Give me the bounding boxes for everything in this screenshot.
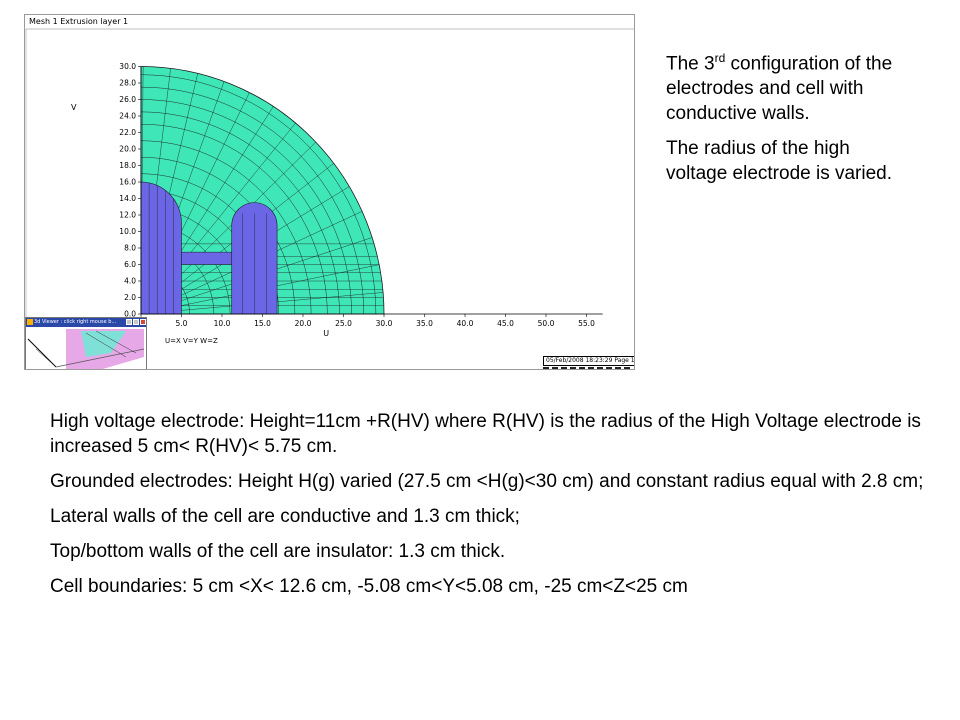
mini-3d-preview[interactable] [26,327,146,370]
x-tick-label: 25.0 [335,319,352,328]
hv-electrode-text: High voltage electrode: Height=11cm +R(H… [50,411,921,457]
x-tick-label: 45.0 [497,319,514,328]
y-tick-label: 4.0 [124,277,136,286]
x-tick-label: 50.0 [538,319,555,328]
radius-paragraph: The radius of the high voltage electrode… [666,138,893,185]
mesh-arc [140,86,364,315]
x-tick-label: 20.0 [295,319,312,328]
cell-boundaries-text: Cell boundaries: 5 cm <X< 12.6 cm, -5.08… [50,576,688,597]
y-tick-label: 2.0 [124,293,136,302]
axes-caption: U=X V=Y W=Z [165,337,218,345]
mesh-plot: 30.0 28.0 26.0 24.0 22.0 20.0 18.0 16.0 14.0 12.0… [25,28,634,369]
y-tick-label: 12.0 [119,211,136,220]
x-tick-label: 10.0 [214,319,231,328]
timestamp-label: 05/Feb/2008 18:23:29 Page 115 [543,356,634,366]
lateral-walls-text: Lateral walls of the cell are conductive… [50,506,520,527]
mini-viewer-title: 3d Viewer : click right mouse b... [34,319,117,325]
mesh-arc [140,111,340,315]
y-tick-label: 14.0 [119,194,136,203]
close-icon[interactable] [140,319,146,325]
y-tick-label: 28.0 [119,79,136,88]
status-strip [543,367,633,369]
y-tick-label: 26.0 [119,95,136,104]
x-tick-label: 5.0 [176,319,188,328]
x-tick-label: 40.0 [457,319,474,328]
maximize-icon[interactable] [133,319,139,325]
u-axis-label: U [323,329,329,338]
y-tick-label: 6.0 [124,260,136,269]
x-tick-label: 15.0 [254,319,271,328]
y-tick-label: 20.0 [119,145,136,154]
mesh-arc [140,124,328,315]
x-tick-label: 55.0 [578,319,595,328]
parameter-list: High voltage electrode: Height=11cm +R(H… [50,409,930,609]
mesh-arc [140,140,312,315]
x-tick-label: 30.0 [376,319,393,328]
plot-frame [25,28,634,369]
mesh-screenshot: Mesh 1 Extrusion layer 1 30.0 28.0 26.0 24.… [24,14,635,370]
grounded-electrodes-text: Grounded electrodes: Height H(g) varied … [50,471,924,492]
config-paragraph: The 3rd configuration of the electrodes … [666,51,893,125]
top-bottom-walls-text: Top/bottom walls of the cell are insulat… [50,541,506,562]
y-tick-label: 30.0 [119,62,136,71]
y-tick-label: 16.0 [119,178,136,187]
mesh-arc [140,99,352,315]
mesh-arc [140,74,377,315]
minimize-icon[interactable] [126,319,132,325]
y-tick-label: 8.0 [124,244,136,253]
y-tick-label: 18.0 [119,161,136,170]
y-tick-label: 24.0 [119,112,136,121]
x-tick-label: 35.0 [416,319,433,328]
mini-viewer-titlebar[interactable]: 3d Viewer : click right mouse b... [26,318,146,327]
y-tick-label: 10.0 [119,227,136,236]
side-description: The 3rd configuration of the electrodes … [666,46,906,196]
mesh-title: Mesh 1 Extrusion layer 1 [29,17,129,26]
app-icon [27,319,33,325]
v-axis-label: V [71,103,77,112]
hv-electrode [140,181,182,315]
y-tick-label: 0.0 [124,310,136,319]
mini-3d-viewer-window[interactable]: 3d Viewer : click right mouse b... [25,317,147,370]
y-tick-label: 22.0 [119,128,136,137]
